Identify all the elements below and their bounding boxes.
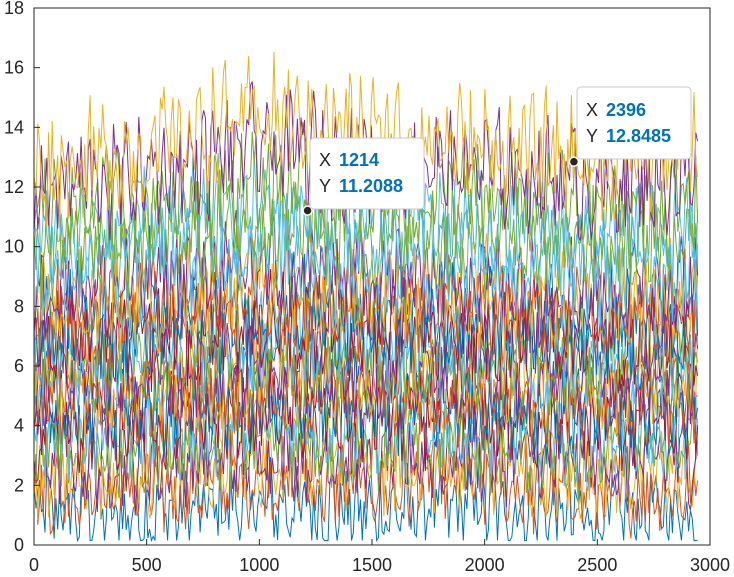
series-line-1 — [34, 456, 698, 543]
y-tick-label-8: 16 — [4, 58, 24, 78]
series-line-21 — [34, 151, 699, 297]
x-tick-label-6: 3000 — [690, 555, 730, 575]
datatip-2-x-value: 2396 — [606, 100, 646, 120]
x-tick-label-3: 1500 — [352, 555, 392, 575]
datatip-2-box — [576, 86, 692, 160]
x-tick-label-5: 2500 — [577, 555, 617, 575]
datatip-2-y-label: Y — [586, 126, 598, 146]
series-line-23 — [34, 81, 699, 241]
datatip-1[interactable]: X 1214 Y 11.2088 — [302, 137, 425, 216]
y-tick-label-1: 2 — [14, 475, 24, 495]
datatip-1-y-value: 11.2088 — [339, 176, 403, 196]
series-line-16 — [34, 239, 699, 373]
series-line-5 — [34, 388, 699, 502]
series-line-19 — [34, 190, 699, 331]
datatip-1-marker[interactable] — [302, 205, 313, 216]
y-tick-label-3: 6 — [14, 356, 24, 376]
datatip-2-x-label: X — [586, 100, 598, 120]
datatip-2-marker[interactable] — [568, 156, 580, 167]
y-tick-label-6: 12 — [4, 177, 24, 197]
y-tick-label-0: 0 — [14, 535, 24, 555]
y-axis: 0 2 4 6 8 10 12 14 16 18 — [4, 0, 40, 555]
datatip-2[interactable]: X 2396 Y 12.8485 — [568, 86, 692, 167]
y-tick-label-7: 14 — [4, 117, 24, 137]
y-tick-label-4: 8 — [14, 296, 24, 316]
series-line-13 — [34, 281, 699, 407]
datatip-2-y-value: 12.8485 — [606, 126, 671, 146]
x-tick-label-2: 1000 — [239, 555, 279, 575]
x-tick-label-4: 2000 — [465, 555, 505, 575]
x-axis: 0 500 1000 1500 2000 2500 3000 — [29, 539, 730, 575]
datatip-1-y-label: Y — [319, 176, 331, 196]
y-tick-label-9: 18 — [4, 0, 24, 18]
datatip-1-x-label: X — [319, 150, 331, 170]
x-tick-label-1: 500 — [132, 555, 162, 575]
y-tick-label-2: 4 — [14, 416, 24, 436]
y-tick-label-5: 10 — [4, 237, 24, 257]
datatip-1-box — [309, 137, 425, 210]
x-tick-label-0: 0 — [29, 555, 39, 575]
datatip-1-x-value: 1214 — [339, 150, 379, 170]
series-line-4 — [34, 400, 699, 516]
series-line-7 — [34, 353, 699, 473]
